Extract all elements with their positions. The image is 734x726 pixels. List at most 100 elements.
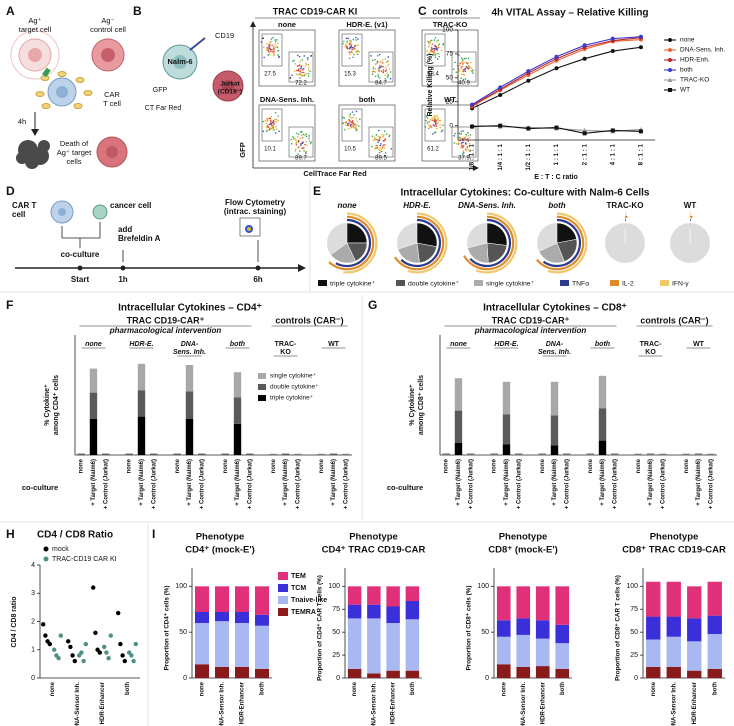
flow-dot (429, 51, 432, 53)
flow-dot (359, 118, 361, 120)
timeline-tick (120, 265, 126, 271)
legend-swatch (258, 373, 266, 379)
flow-dot (460, 77, 462, 79)
bar-segment (646, 581, 661, 617)
cell-icon (247, 227, 251, 231)
flow-dot (376, 138, 378, 141)
flow-dot (431, 119, 434, 122)
x-tick-label: + Target (Nalm6) (331, 459, 337, 506)
flow-dot (307, 75, 310, 77)
panel-letter: F (6, 298, 13, 312)
x-tick-label: + Control (Jurkat) (103, 459, 109, 509)
flow-dot (466, 62, 469, 65)
flow-dot (376, 144, 378, 147)
flow-dot (433, 120, 436, 123)
flow-dot (386, 64, 389, 67)
marker (668, 58, 672, 62)
label: Death of (60, 139, 89, 148)
flow-dot (309, 70, 311, 73)
legend-swatch (278, 572, 288, 580)
pie-slice (624, 222, 627, 244)
flow-dot (266, 124, 269, 127)
x-tick-label: HDR-Enhancer (692, 681, 698, 724)
flow-dot (434, 123, 437, 125)
bar-segment (502, 381, 511, 415)
flow-dot (379, 147, 382, 149)
flow-dot (298, 64, 300, 67)
bar-segment (666, 581, 681, 617)
x-tick-label: 1 : 1 : 1 (553, 143, 560, 165)
x-tick-label: none (127, 458, 133, 473)
chart-title: Intracellular Cytokines – CD8⁺ (483, 303, 627, 314)
legend-label: TCM (291, 585, 306, 592)
flow-dot (274, 41, 277, 43)
flow-dot (462, 146, 464, 149)
bar-segment (687, 641, 702, 671)
bar-segment (405, 586, 420, 601)
x-tick-label: + Control (Jurkat) (151, 459, 157, 509)
panel-letter: H (6, 527, 15, 541)
flow-dot (470, 67, 473, 70)
flow-plot (338, 29, 396, 87)
flow-dot (354, 36, 357, 39)
bar-segment (89, 392, 98, 419)
flow-dot (294, 63, 297, 65)
cytokine-arc (535, 215, 585, 271)
marker (582, 43, 587, 48)
flow-dot (352, 56, 354, 59)
bar-segment (89, 419, 98, 455)
legend-label: triple cytokine⁺ (330, 280, 376, 287)
flow-dot (378, 129, 380, 132)
flow-dot (275, 126, 277, 128)
flow-dot (294, 148, 297, 151)
axis-title: among CD4⁺ cells (53, 375, 60, 435)
legend-marker (43, 556, 49, 562)
flow-dot (462, 73, 464, 76)
gate (451, 126, 477, 158)
label: cancer cell (110, 201, 151, 210)
flow-dot (432, 51, 435, 54)
flow-dot (294, 150, 297, 152)
flow-dot (453, 142, 456, 144)
flow-dot (269, 117, 272, 120)
bar-segment (215, 621, 229, 667)
flow-dot (298, 145, 300, 148)
flow-dot (376, 62, 379, 64)
flow-dot (355, 39, 357, 41)
point (58, 633, 63, 638)
pie-slice (330, 242, 356, 264)
axis-title: Proportion of CD4⁺ CAR T cells (%) (317, 575, 324, 681)
point (120, 653, 125, 658)
flow-dot (262, 46, 265, 48)
flow-dot (342, 122, 344, 125)
flow-dot (452, 68, 455, 70)
bar-segment (707, 668, 722, 678)
flow-dot (381, 145, 384, 147)
x-tick-label: both (410, 682, 416, 695)
y-tick-label: 0 (634, 675, 638, 682)
x-tick-label: 1/2 : 1 : 1 (525, 143, 532, 170)
flow-dot (300, 134, 303, 136)
chart-title: Intracellular Cytokines – CD4⁺ (118, 303, 262, 314)
legend-swatch (396, 280, 405, 286)
flow-dot (472, 69, 474, 71)
bar-segment (550, 445, 559, 455)
flow-dot (343, 117, 345, 119)
flow-dot (464, 148, 467, 150)
cell-icon (28, 48, 42, 62)
flow-dot (356, 124, 358, 126)
bar-segment (405, 670, 420, 678)
point (43, 633, 48, 638)
bar-segment (467, 453, 475, 455)
flow-dot (469, 150, 471, 152)
flow-dot (372, 67, 375, 70)
label: 1h (118, 275, 127, 284)
label: 61.2 (427, 147, 439, 153)
y-tick-label: 75 (332, 606, 340, 613)
x-tick-label: both (125, 682, 131, 695)
bar-segment (682, 453, 690, 455)
flow-dot (382, 136, 384, 138)
x-tick-label: none (540, 458, 546, 473)
flow-dot (266, 42, 268, 45)
flow-dot (390, 147, 393, 150)
